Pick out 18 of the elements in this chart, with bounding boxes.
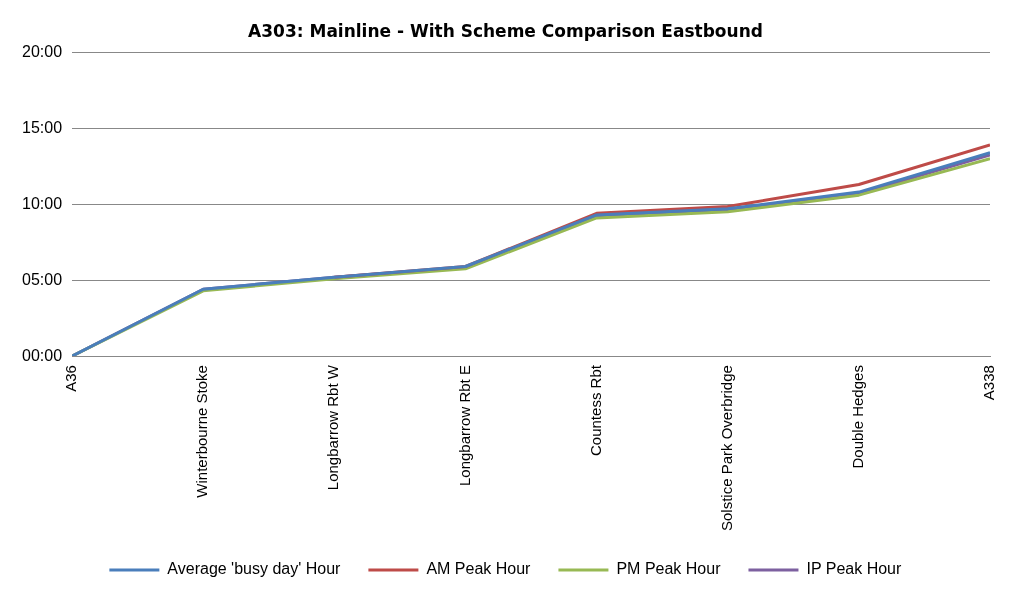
legend-label: AM Peak Hour [426,560,532,578]
x-tick-label: A338 [980,365,998,401]
x-tick-label: Double Hedges [849,365,866,469]
x-tick-label: Winterbourne Stoke [193,365,211,498]
y-tick-label: 05:00 [21,270,63,288]
chart-title: A303: Mainline - With Scheme Comparison Eastbound [248,20,763,41]
x-tick-label: Solstice Park Overbridge [717,365,735,532]
x-tick-label: Countess Rbt [586,364,604,456]
y-tick-label: 15:00 [21,118,63,136]
x-tick-label: Longbarrow Rbt W [324,364,342,491]
x-tick-label: A36 [62,365,80,392]
y-tick-label: 10:00 [21,194,63,212]
legend-label: IP Peak Hour [806,560,903,578]
y-tick-label: 20:00 [21,42,63,60]
x-tick-label: Longbarrow Rbt E [455,365,473,487]
legend-label: Average 'busy day' Hour [167,560,342,578]
y-tick-label: 00:00 [21,346,63,364]
legend-label: PM Peak Hour [616,560,722,578]
